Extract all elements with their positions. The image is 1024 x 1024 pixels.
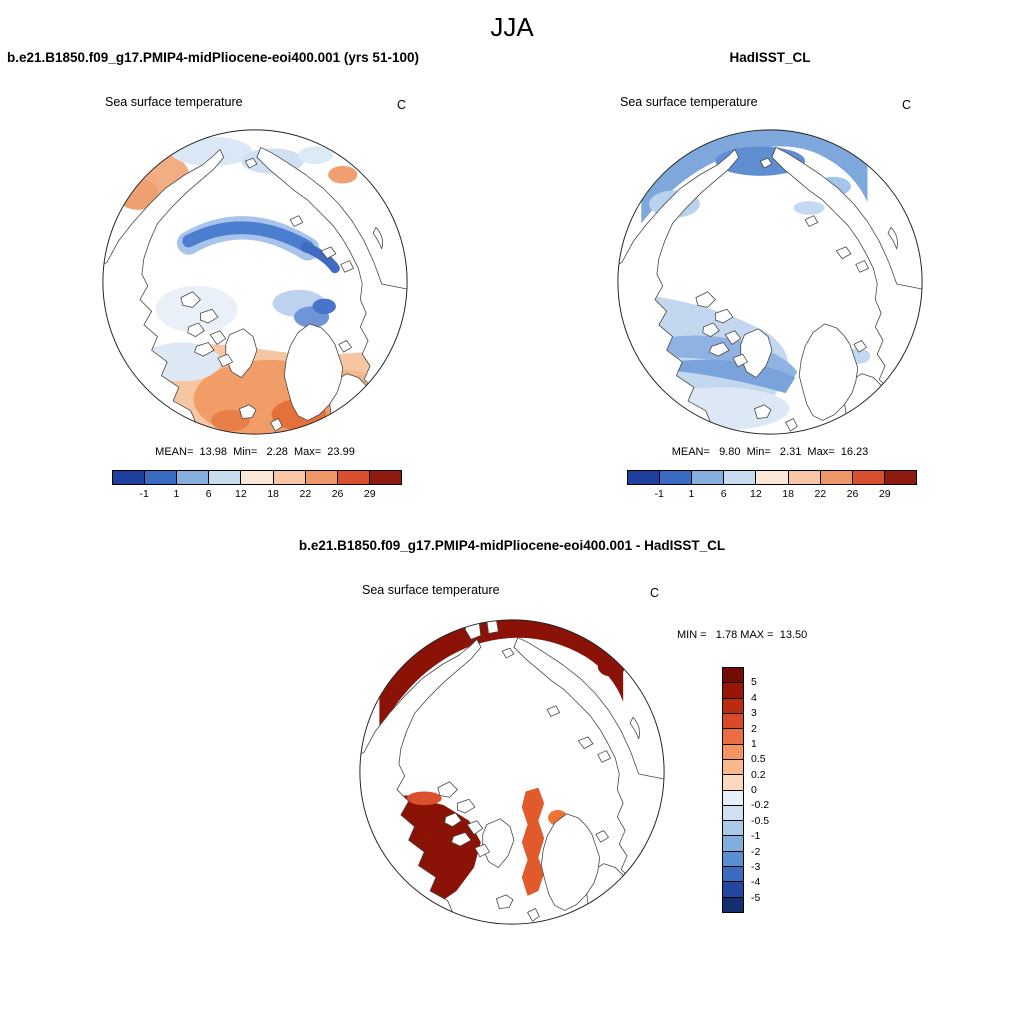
stats-diff: MIN = 1.78 MAX = 13.50	[677, 629, 808, 641]
colorbar-tick-label: 26	[846, 488, 859, 500]
colorbar-tick-label: 29	[363, 488, 376, 500]
colorbar-tick-label: -0.5	[751, 814, 770, 827]
colorbar-tick-label: -1	[654, 488, 664, 500]
colorbar-tick-label: -4	[751, 876, 761, 889]
map-boundary	[617, 129, 923, 435]
colorbar-tick-label: 0.5	[751, 753, 766, 766]
colorbar-tick-label: 26	[331, 488, 344, 500]
colorbar-tick-label: 3	[751, 707, 757, 720]
colorbar-tick-label: 29	[878, 488, 891, 500]
map-boundary	[359, 619, 665, 925]
colorbar-tick-label: 4	[751, 691, 757, 704]
field-label-model: Sea surface temperature	[105, 95, 243, 109]
colorbar-tick-label: 0	[751, 784, 757, 796]
colorbar-tick-label: 1	[173, 488, 180, 500]
colorbar-tick-label: 22	[299, 488, 312, 500]
colorbar-tick-label: -0.2	[751, 799, 770, 812]
colorbar-tick-label: -5	[751, 891, 761, 904]
unit-label-diff: C	[650, 586, 660, 600]
colorbar-tick-label: 1	[688, 488, 695, 500]
colorbar-obs: -1 1 6 12 18 22 26 29	[627, 470, 917, 500]
panel-title-model: b.e21.B1850.f09_g17.PMIP4-midPliocene-eo…	[7, 50, 419, 65]
colorbar-tick-label: -1	[751, 830, 761, 843]
colorbar-tick-label: 18	[782, 488, 794, 500]
field-label-diff: Sea surface temperature	[362, 583, 500, 597]
colorbar-tick-label: 0.2	[751, 768, 766, 781]
colorbar-tick-label: 22	[814, 488, 827, 500]
polar-map-diff	[359, 619, 665, 925]
colorbar-tick-label: -1	[139, 488, 149, 500]
colorbar-tick-label: -3	[751, 860, 761, 873]
panel-title-obs: HadISST_CL	[729, 50, 811, 65]
stats-obs: MEAN= 9.80 Min= 2.31 Max= 16.23	[671, 446, 869, 458]
colorbar-tick-label: 6	[720, 488, 727, 500]
figure-title: JJA	[490, 12, 534, 42]
colorbar-tick-label: -2	[751, 845, 761, 858]
colorbar-model: -1 1 6 12 18 22 26 29	[112, 470, 402, 500]
colorbar-diff: 5 4 3 2 1 0.5 0.2 0 -0.2 -0.5 -1 -2 -3 -4 -5	[722, 667, 769, 913]
colorbar-tick-label: 5	[751, 676, 757, 689]
stats-model: MEAN= 13.98 Min= 2.28 Max= 23.99	[155, 446, 355, 458]
unit-label-model: C	[397, 98, 407, 112]
panel-title-diff: b.e21.B1850.f09_g17.PMIP4-midPliocene-eo…	[298, 538, 726, 553]
polar-map-obs	[617, 129, 923, 435]
field-label-obs: Sea surface temperature	[620, 95, 758, 109]
colorbar-tick-label: 1	[751, 737, 757, 750]
colorbar-tick-label: 2	[751, 722, 757, 735]
colorbar-tick-label: 6	[205, 488, 212, 500]
polar-map-model	[102, 129, 408, 435]
map-boundary	[102, 129, 408, 435]
unit-label-obs: C	[902, 98, 912, 112]
colorbar-tick-label: 18	[267, 488, 279, 500]
colorbar-tick-label: 12	[750, 488, 762, 500]
colorbar-tick-label: 12	[235, 488, 247, 500]
